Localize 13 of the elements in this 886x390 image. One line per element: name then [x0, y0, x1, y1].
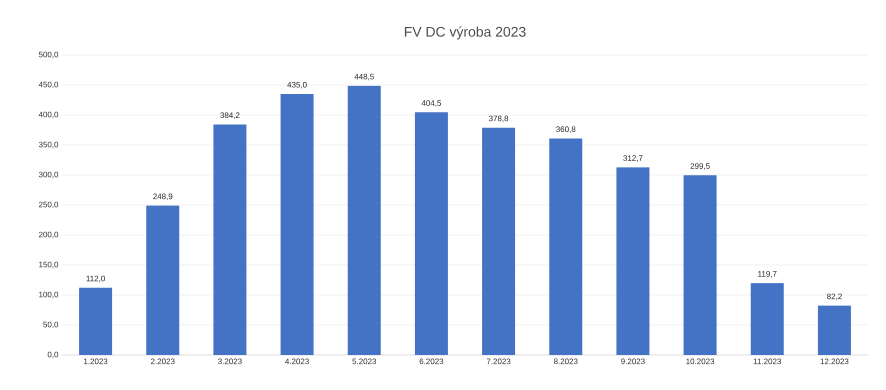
bar [616, 167, 650, 355]
bar [213, 124, 246, 355]
bar [818, 306, 851, 355]
chart-title: FV DC výroba 2023 [404, 26, 526, 40]
bar [348, 86, 381, 355]
bar [146, 206, 180, 355]
bar [79, 288, 112, 355]
bar [482, 128, 516, 355]
bar [750, 283, 784, 355]
bar [414, 112, 448, 355]
bar [549, 138, 582, 355]
bar [684, 175, 717, 355]
bar [280, 94, 314, 355]
